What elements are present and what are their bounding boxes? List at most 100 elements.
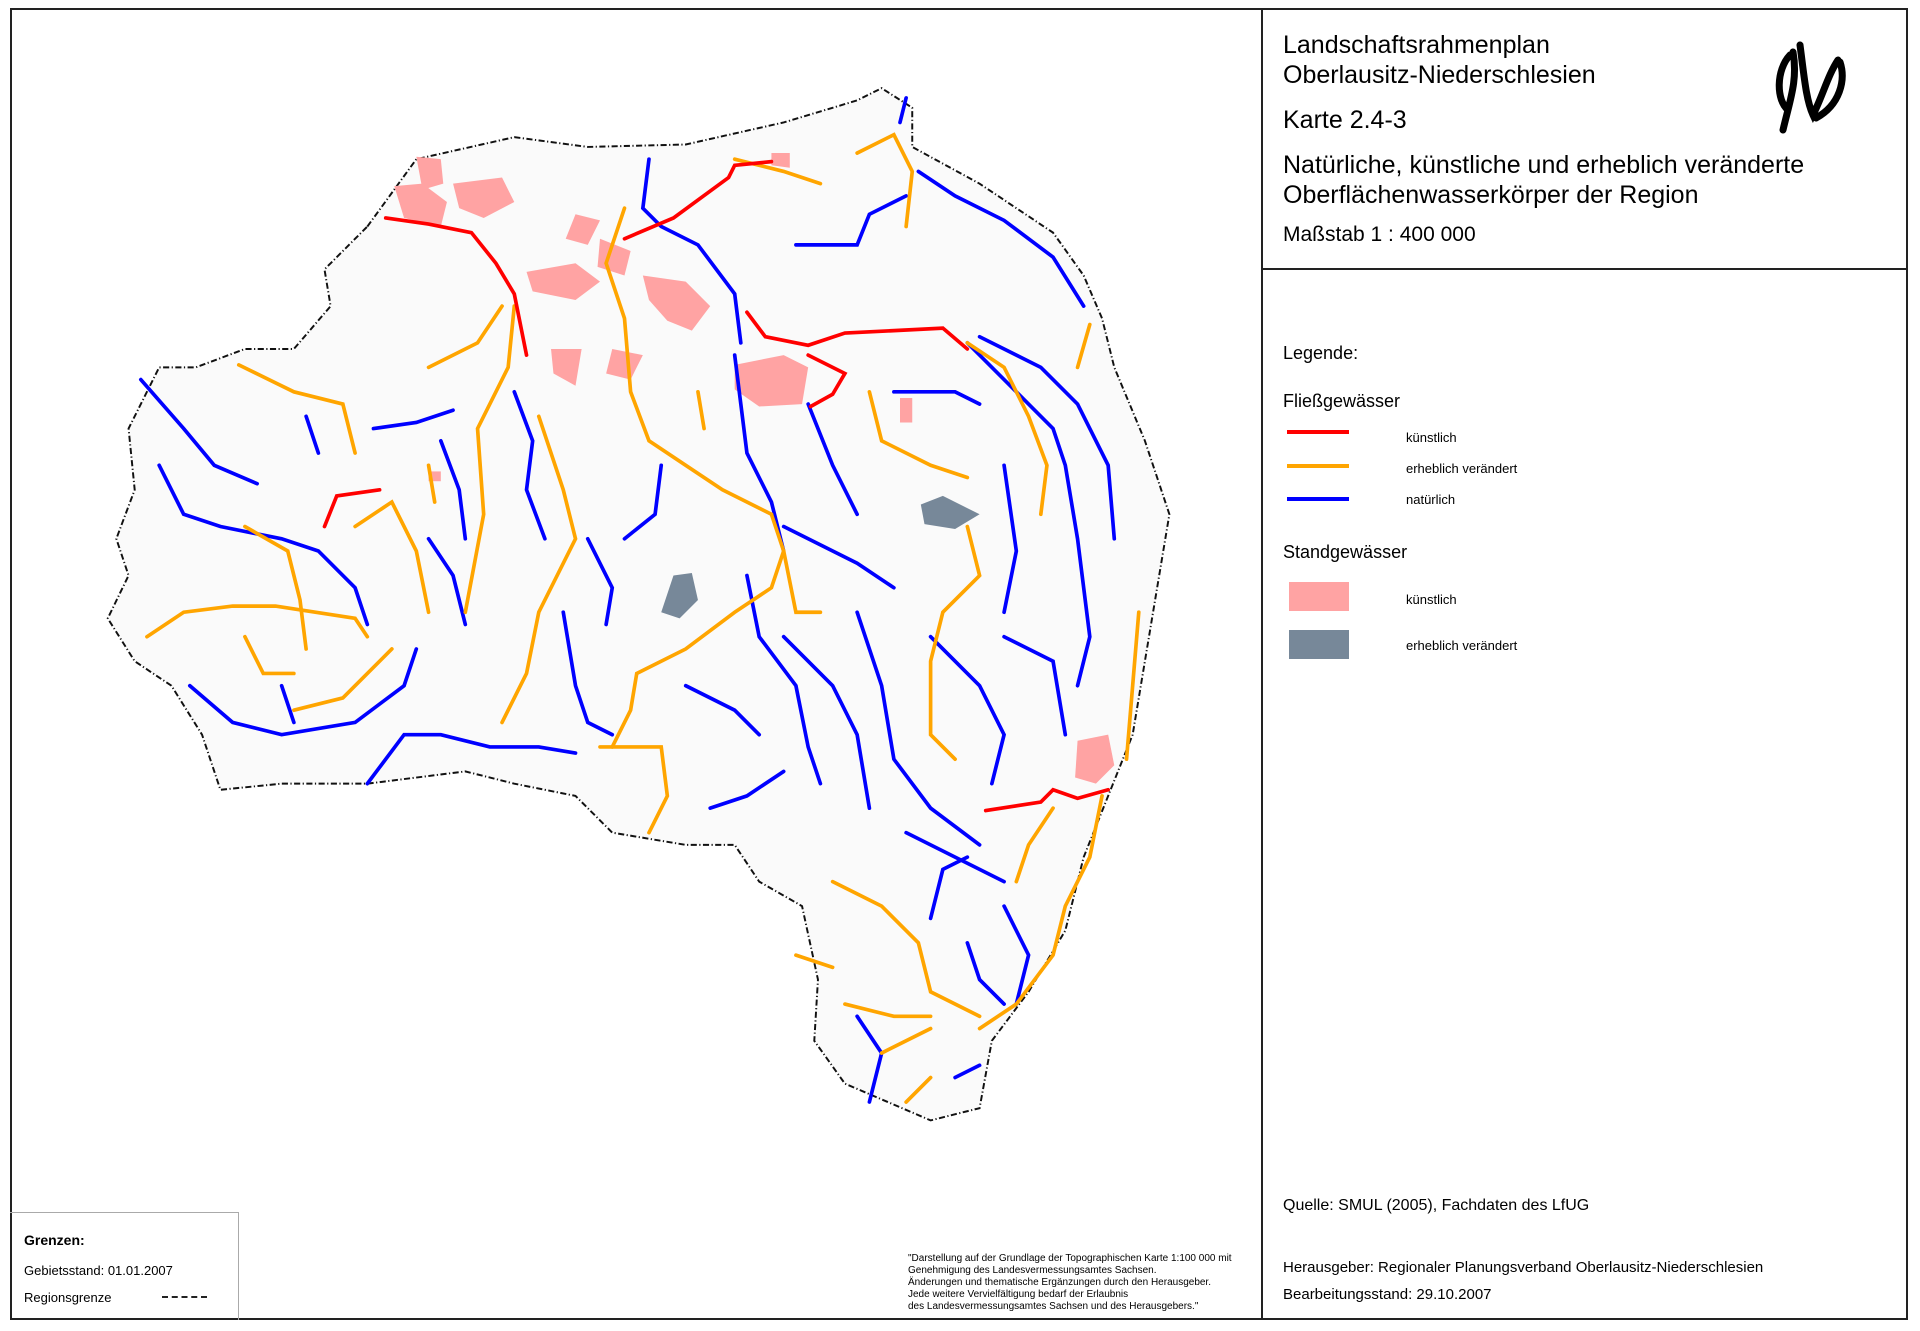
river — [965, 341, 1049, 517]
legend-swatch-artificial-river — [1287, 430, 1349, 434]
legend-standing-heading: Standgewässer — [1283, 542, 1408, 562]
region-border-label: Regionsgrenze — [24, 1290, 112, 1305]
river — [781, 549, 823, 615]
lake — [920, 495, 980, 529]
river — [965, 941, 1006, 1006]
river — [371, 408, 455, 431]
river — [781, 524, 896, 590]
lake — [606, 348, 643, 380]
rivers-natural — [138, 96, 1117, 1104]
signature-logo-icon — [1775, 41, 1846, 134]
river — [794, 953, 835, 970]
river — [855, 610, 982, 847]
river — [561, 610, 615, 737]
river — [1075, 322, 1092, 370]
river — [928, 855, 970, 921]
legend-label: erheblich verändert — [1406, 461, 1518, 476]
river — [855, 132, 915, 229]
map-scale: Maßstab 1 : 400 000 — [1283, 223, 1476, 246]
legend-label: erheblich verändert — [1406, 638, 1518, 653]
lake — [1075, 734, 1115, 784]
river — [426, 463, 437, 504]
river — [187, 647, 419, 737]
river — [806, 353, 848, 409]
territory-date: Gebietsstand: 01.01.2007 — [24, 1263, 173, 1278]
title-box-divider — [1261, 268, 1908, 270]
river — [1002, 463, 1019, 615]
river — [243, 634, 296, 676]
disclaimer-line: Änderungen und thematische Ergänzungen d… — [908, 1277, 1211, 1288]
standing-water-modified — [661, 495, 980, 619]
river — [745, 310, 970, 351]
river — [426, 536, 468, 627]
river — [928, 524, 982, 762]
river — [781, 634, 872, 810]
river — [892, 389, 982, 406]
legend-swatch-artificial-lake — [1289, 582, 1349, 611]
river — [365, 732, 578, 786]
river — [157, 463, 370, 627]
river — [683, 683, 762, 737]
borders-box — [10, 1212, 239, 1320]
rivers-artificial — [322, 159, 1110, 813]
river — [622, 463, 664, 541]
publisher-text: Herausgeber: Regionaler Planungsverband … — [1283, 1259, 1764, 1276]
subtitle-line-2: Oberflächenwasserkörper der Region — [1283, 181, 1699, 209]
river — [708, 769, 786, 810]
copyright-disclaimer: "Darstellung auf der Grundlage der Topog… — [908, 1253, 1232, 1313]
river — [500, 414, 578, 725]
river — [1014, 806, 1055, 884]
river — [983, 787, 1110, 813]
river — [806, 402, 859, 517]
region-border-swatch — [162, 1296, 207, 1298]
map-subtitle: Natürliche, künstliche und erheblich ver… — [1283, 150, 1804, 210]
river — [138, 377, 259, 486]
map-frame — [10, 8, 1908, 1320]
borders-heading: Grenzen: — [24, 1232, 85, 1248]
river — [236, 363, 357, 455]
river — [279, 683, 296, 725]
lake — [900, 397, 913, 423]
river — [610, 512, 786, 749]
river — [598, 745, 670, 835]
river — [696, 389, 706, 431]
panel-divider — [1261, 8, 1263, 1320]
river — [732, 353, 786, 553]
river — [879, 1026, 933, 1055]
river — [243, 524, 308, 651]
legend-label: natürlich — [1406, 492, 1456, 507]
disclaimer-line: "Darstellung auf der Grundlage der Topog… — [908, 1253, 1232, 1264]
lake — [771, 153, 790, 168]
river — [1002, 634, 1068, 737]
river — [512, 389, 547, 541]
river — [916, 169, 1086, 308]
river — [904, 1075, 933, 1104]
river — [438, 438, 468, 541]
lake — [565, 214, 600, 245]
river — [977, 334, 1117, 541]
region-boundary — [106, 87, 1171, 1122]
river — [383, 216, 529, 357]
lake — [416, 156, 444, 190]
river — [830, 879, 982, 1019]
legend-label: künstlich — [1406, 430, 1457, 445]
lake — [526, 263, 600, 300]
lake — [642, 275, 711, 331]
lake — [394, 183, 447, 227]
edit-date-text: Bearbeitungsstand: 29.10.2007 — [1283, 1286, 1492, 1303]
title-line-2: Oberlausitz-Niederschlesien — [1283, 61, 1596, 89]
river — [292, 647, 394, 713]
subtitle-line-1: Natürliche, künstliche und erheblich ver… — [1283, 151, 1805, 179]
river — [904, 830, 1006, 884]
river — [463, 304, 517, 615]
legend-swatch-natural-river — [1287, 497, 1349, 501]
river — [640, 157, 743, 345]
river — [843, 1002, 933, 1019]
river — [353, 499, 431, 615]
lake — [453, 177, 515, 218]
river — [745, 573, 823, 786]
map-title: Landschaftsrahmenplan Oberlausitz-Nieder… — [1283, 30, 1596, 90]
river — [304, 414, 321, 455]
river — [977, 794, 1104, 1031]
